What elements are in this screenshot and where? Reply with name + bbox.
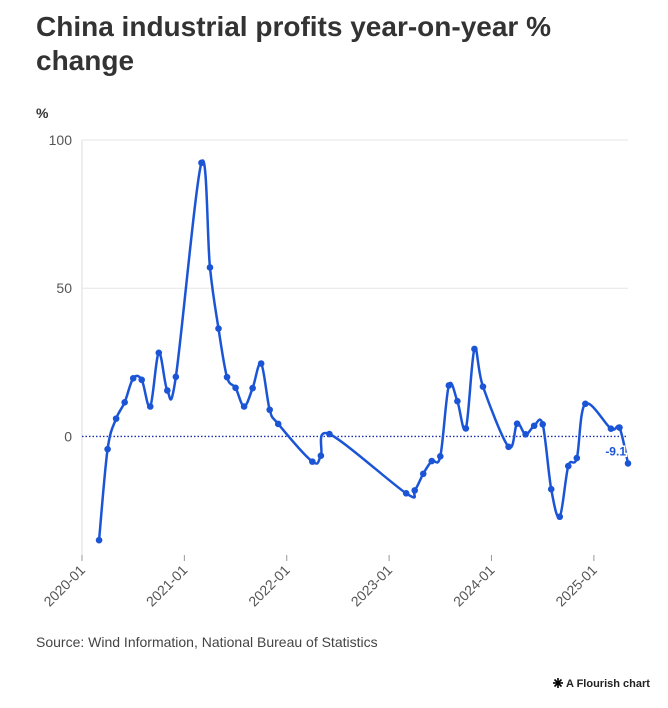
point xyxy=(112,415,120,422)
x-tick-label: 2025-01 xyxy=(552,562,600,610)
point xyxy=(539,420,546,428)
point xyxy=(445,382,453,389)
point xyxy=(479,383,487,390)
point xyxy=(616,424,623,431)
point xyxy=(582,400,589,408)
point xyxy=(223,373,231,381)
point xyxy=(206,264,214,271)
point xyxy=(232,384,239,392)
x-tick-label: 2020-01 xyxy=(40,562,88,610)
point xyxy=(266,406,273,414)
point xyxy=(129,375,137,382)
point xyxy=(104,445,111,453)
point xyxy=(326,430,333,438)
point xyxy=(95,536,103,544)
point xyxy=(402,490,410,497)
point xyxy=(513,420,521,427)
point xyxy=(317,452,325,459)
point xyxy=(155,349,163,357)
point xyxy=(411,487,419,494)
point xyxy=(573,454,581,462)
point xyxy=(454,397,461,405)
y-tick-label: 100 xyxy=(49,132,73,148)
x-tick-label: 2021-01 xyxy=(143,562,191,610)
point xyxy=(172,373,180,381)
y-axis-label: % xyxy=(36,105,49,121)
point xyxy=(505,443,512,451)
point xyxy=(121,399,128,406)
point xyxy=(624,460,632,467)
point xyxy=(240,403,248,410)
point xyxy=(249,384,256,392)
point xyxy=(564,462,572,470)
credit: A Flourish chart xyxy=(566,678,650,690)
point xyxy=(164,387,171,394)
x-tick-label: 2022-01 xyxy=(245,562,293,610)
point xyxy=(437,452,444,460)
point xyxy=(257,360,265,367)
point xyxy=(274,420,282,428)
point xyxy=(428,457,436,465)
point xyxy=(138,376,146,384)
point xyxy=(547,485,555,493)
source: Source: Wind Information, National Burea… xyxy=(36,634,378,650)
point xyxy=(471,345,478,353)
flourish-icon xyxy=(553,678,563,688)
point xyxy=(146,403,154,410)
point xyxy=(530,422,538,430)
point xyxy=(522,431,529,438)
x-tick-label: 2024-01 xyxy=(450,562,498,610)
point xyxy=(309,458,316,465)
value-label: -9.1 xyxy=(605,444,626,458)
chart-title: China industrial profits year-on-year % … xyxy=(36,11,551,76)
y-tick-label: 50 xyxy=(56,280,72,296)
point xyxy=(556,513,564,521)
point xyxy=(462,425,470,432)
point xyxy=(198,159,205,167)
line xyxy=(97,159,630,541)
x-tick-label: 2023-01 xyxy=(348,562,396,610)
point xyxy=(215,325,222,332)
point xyxy=(607,425,615,433)
y-tick-label: 0 xyxy=(64,428,72,444)
point xyxy=(419,470,427,478)
